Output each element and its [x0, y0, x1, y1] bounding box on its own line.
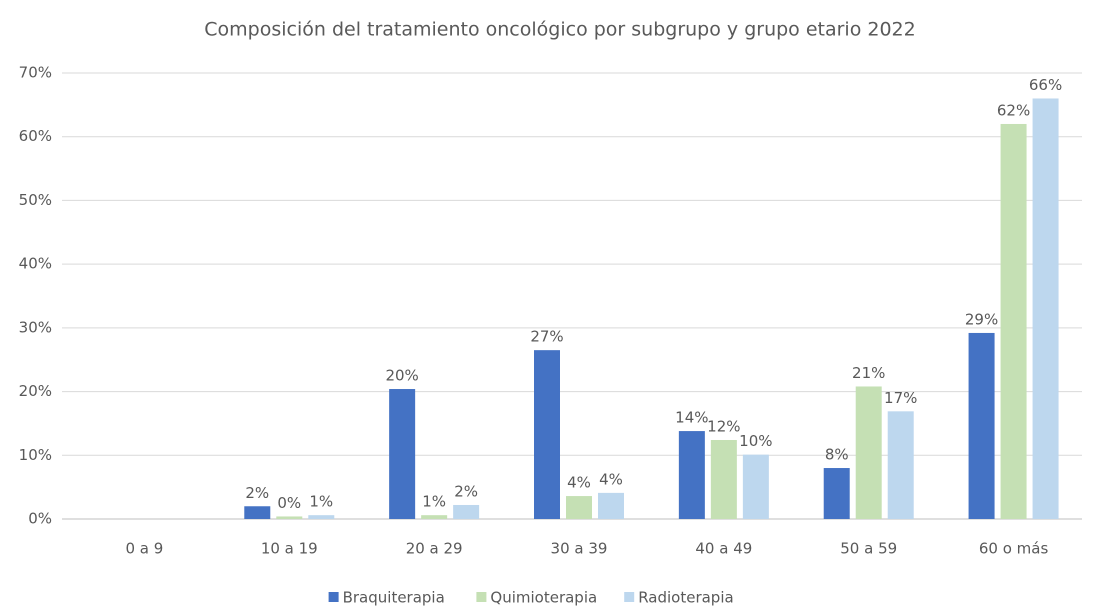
- bar: [968, 332, 995, 519]
- bar: [453, 504, 480, 519]
- bar: [855, 386, 882, 519]
- bar: [566, 496, 592, 519]
- data-label: 66%: [1029, 76, 1062, 94]
- data-label: 4%: [599, 470, 623, 488]
- bar: [308, 515, 335, 519]
- data-label: 12%: [707, 417, 740, 435]
- y-tick-label: 30%: [19, 318, 52, 336]
- legend-label: Quimioterapia: [490, 589, 597, 607]
- x-tick-label: 40 a 49: [695, 540, 752, 558]
- data-label: 29%: [965, 310, 998, 328]
- x-tick-label: 50 a 59: [840, 540, 897, 558]
- legend-label: Braquiterapia: [343, 589, 445, 607]
- data-label: 2%: [245, 484, 269, 502]
- data-label: 1%: [309, 493, 333, 511]
- bar: [742, 454, 769, 519]
- y-tick-label: 0%: [28, 510, 52, 528]
- y-tick-label: 20%: [19, 382, 52, 400]
- bar: [389, 389, 416, 519]
- y-tick-label: 50%: [19, 191, 52, 209]
- x-tick-label: 0 a 9: [126, 540, 164, 558]
- x-tick-label: 60 o más: [979, 540, 1049, 558]
- data-label: 8%: [825, 446, 849, 464]
- legend-swatch: [476, 592, 487, 602]
- bar: [421, 515, 448, 519]
- y-tick-label: 40%: [19, 255, 52, 273]
- bar: [710, 439, 737, 519]
- x-tick-label: 20 a 29: [406, 540, 463, 558]
- data-label: 21%: [852, 364, 885, 382]
- data-label: 1%: [422, 493, 446, 511]
- data-label: 2%: [454, 482, 478, 500]
- chart-title: Composición del tratamiento oncológico p…: [204, 19, 915, 41]
- bar: [276, 516, 303, 519]
- data-label: 17%: [884, 389, 917, 407]
- data-label: 14%: [675, 409, 708, 427]
- y-tick-label: 10%: [19, 446, 52, 464]
- legend-swatch: [328, 592, 339, 602]
- x-tick-label: 10 a 19: [261, 540, 318, 558]
- bar: [887, 411, 914, 519]
- x-tick-label: 30 a 39: [551, 540, 608, 558]
- y-tick-label: 60%: [19, 127, 52, 145]
- bar: [598, 492, 624, 519]
- bar: [1000, 123, 1027, 519]
- data-label: 0%: [277, 494, 301, 512]
- bar: [823, 468, 850, 519]
- data-label: 4%: [567, 474, 591, 492]
- legend-label: Radioterapia: [638, 589, 734, 607]
- bar: [678, 431, 705, 519]
- y-tick-label: 70%: [19, 64, 52, 82]
- data-label: 27%: [530, 328, 563, 346]
- bar: [244, 506, 271, 519]
- bar: [1032, 98, 1059, 519]
- data-label: 20%: [385, 367, 418, 385]
- data-label: 62%: [997, 101, 1030, 119]
- legend-swatch: [624, 592, 635, 602]
- data-label: 10%: [739, 432, 772, 450]
- bar: [534, 350, 560, 519]
